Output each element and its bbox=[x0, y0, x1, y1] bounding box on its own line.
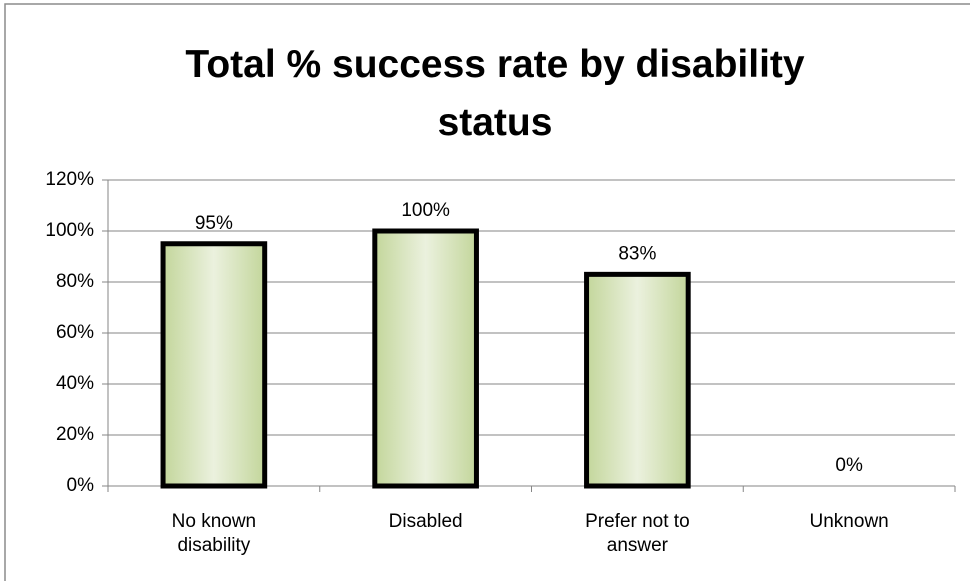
y-tick-label: 100% bbox=[45, 220, 94, 241]
chart-border bbox=[4, 3, 970, 581]
x-tick-label: No known disability bbox=[171, 511, 257, 556]
value-label: 83% bbox=[618, 243, 656, 264]
chart-title: Total % success rate by disability statu… bbox=[185, 43, 805, 144]
y-tick-label: 0% bbox=[67, 475, 95, 496]
x-tick-label: Disabled bbox=[388, 511, 463, 532]
value-label: 0% bbox=[835, 455, 863, 476]
bar bbox=[584, 271, 691, 489]
y-tick-label: 120% bbox=[45, 169, 94, 190]
y-tick-label: 20% bbox=[56, 424, 94, 445]
bar bbox=[160, 241, 268, 489]
x-tick-label: Prefer not to answer bbox=[585, 511, 690, 556]
y-tick-label: 80% bbox=[56, 271, 94, 292]
bar bbox=[372, 228, 479, 489]
x-tick-label: Unknown bbox=[809, 511, 889, 532]
y-tick-label: 60% bbox=[56, 322, 94, 343]
value-label: 95% bbox=[195, 213, 233, 234]
value-label: 100% bbox=[401, 200, 450, 221]
y-tick-label: 40% bbox=[56, 373, 94, 394]
